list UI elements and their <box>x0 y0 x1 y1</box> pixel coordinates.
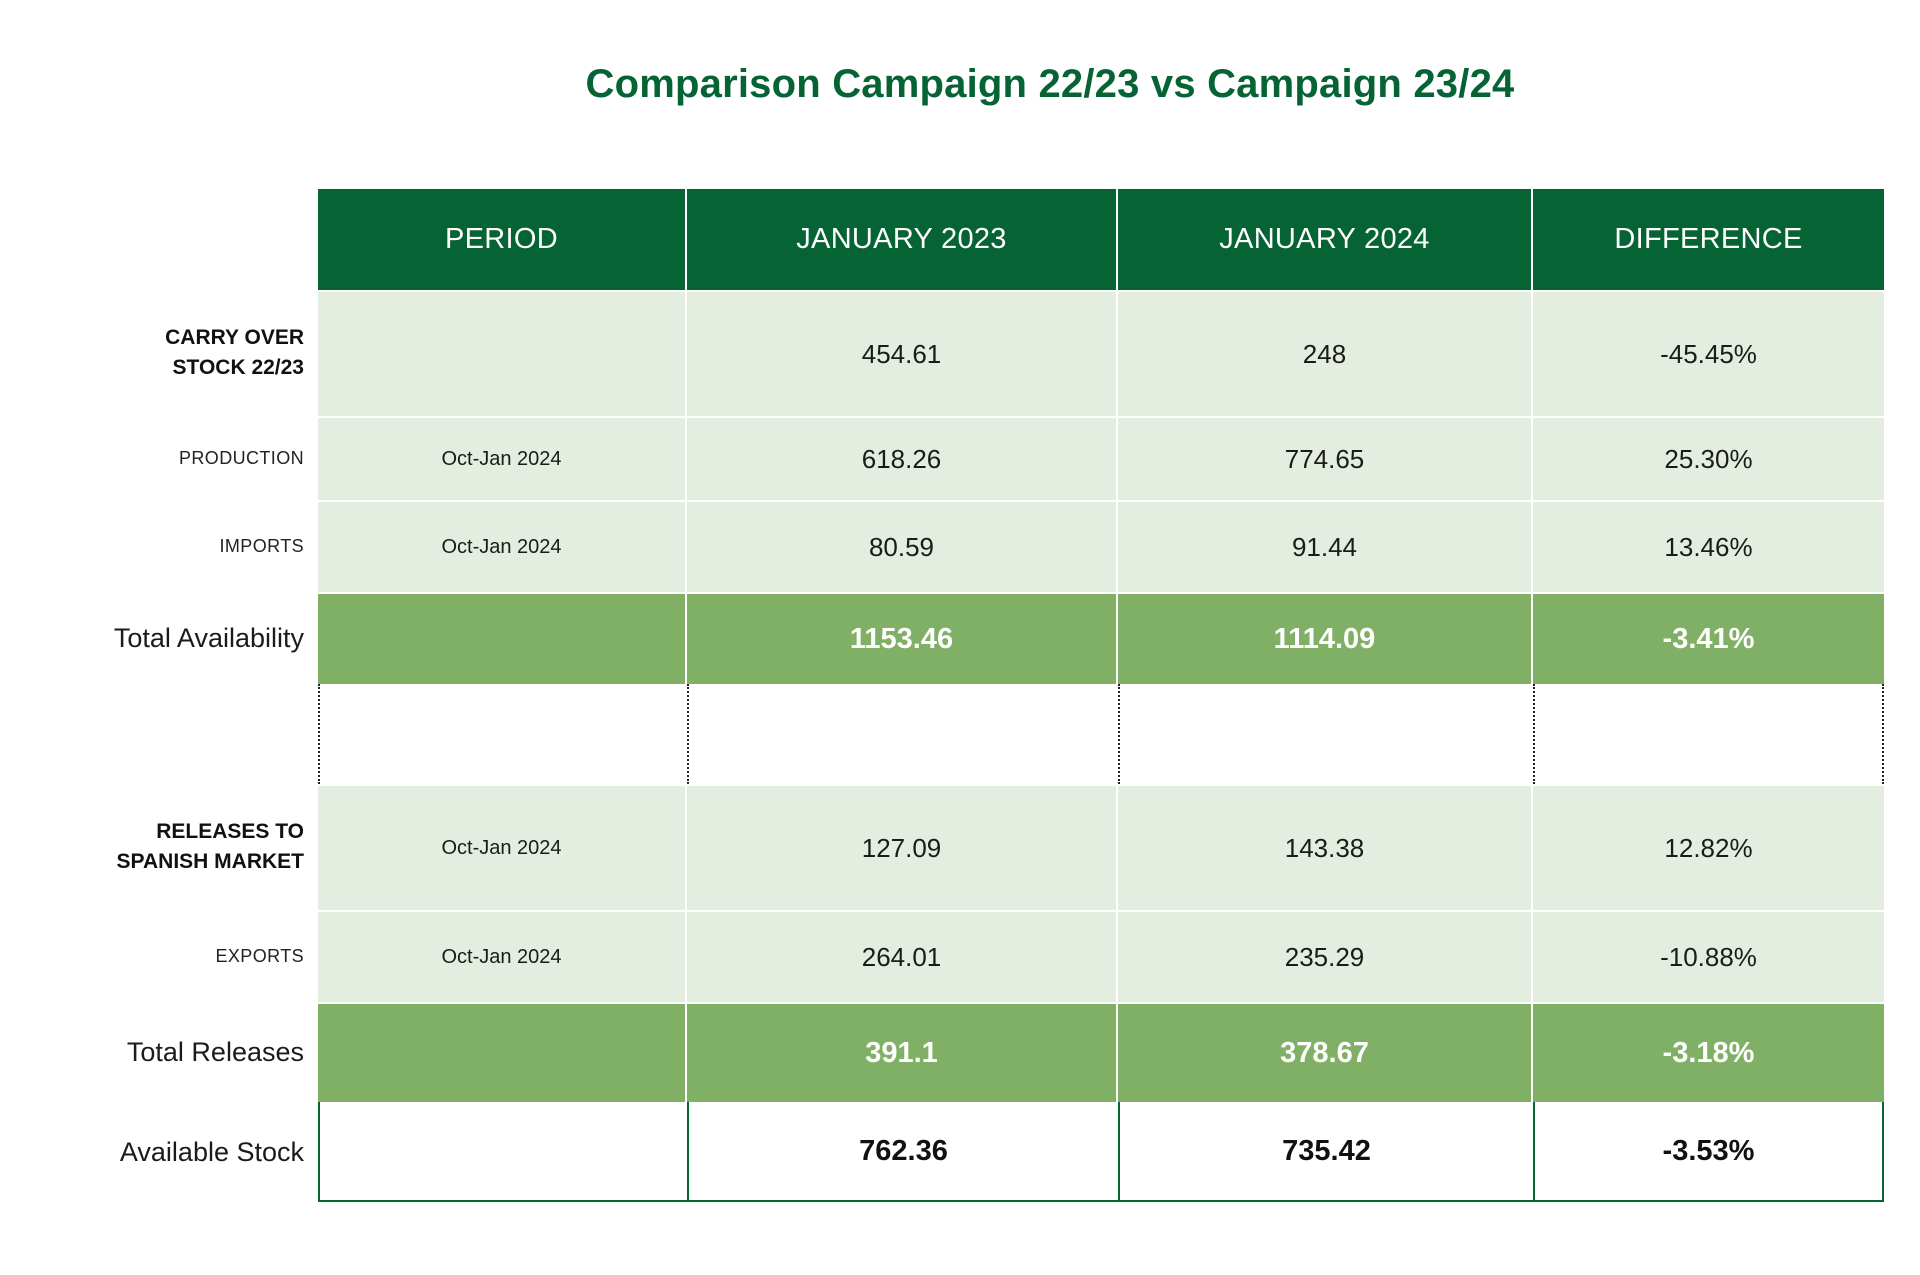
row-label-carry-over: CARRY OVER STOCK 22/23 <box>0 290 318 416</box>
cell-difference: -3.53% <box>1533 1102 1884 1202</box>
header-january-2023: JANUARY 2023 <box>687 189 1118 290</box>
cell-january-2024: 774.65 <box>1118 416 1533 500</box>
cell-period: Oct-Jan 2024 <box>318 500 687 592</box>
table-row-available-stock: Available Stock 762.36 735.42 -3.53% <box>120 1102 1884 1202</box>
row-label-exports: EXPORTS <box>215 945 304 966</box>
cell-january-2023: 80.59 <box>687 500 1118 592</box>
cell-january-2023: 1153.46 <box>687 592 1118 684</box>
cell-difference: 25.30% <box>1533 416 1884 500</box>
cell-january-2023: 762.36 <box>687 1102 1118 1202</box>
table-row-spacer <box>318 684 1884 784</box>
row-label-total-releases: Total Releases <box>126 1036 304 1067</box>
cell-period <box>318 1102 687 1202</box>
cell-difference: -3.41% <box>1533 592 1884 684</box>
row-label-text: RELEASES TO SPANISH MARKET <box>116 820 304 873</box>
table-header-row: PERIOD JANUARY 2023 JANUARY 2024 DIFFERE… <box>318 189 1884 290</box>
spacer-cell <box>1533 684 1884 784</box>
cell-period <box>318 592 687 684</box>
row-label-total-availability: Total Availability <box>113 622 304 653</box>
cell-difference: -10.88% <box>1533 910 1884 1002</box>
row-label-text: CARRY OVER STOCK 22/23 <box>165 326 304 379</box>
cell-january-2024: 248 <box>1118 290 1533 416</box>
table-row-exports: EXPORTS Oct-Jan 2024 264.01 235.29 -10.8… <box>216 910 1884 1002</box>
cell-january-2024: 735.42 <box>1118 1102 1533 1202</box>
cell-january-2023: 391.1 <box>687 1002 1118 1102</box>
row-label-imports: IMPORTS <box>219 535 304 556</box>
table-row-imports: IMPORTS Oct-Jan 2024 80.59 91.44 13.46% <box>220 500 1884 592</box>
cell-january-2023: 127.09 <box>687 784 1118 910</box>
cell-difference: 13.46% <box>1533 500 1884 592</box>
row-label-releases-spanish-market: RELEASES TO SPANISH MARKET <box>0 784 318 910</box>
spacer-cell <box>1118 684 1533 784</box>
table-row-production: PRODUCTION Oct-Jan 2024 618.26 774.65 25… <box>179 416 1884 500</box>
header-period: PERIOD <box>318 189 687 290</box>
cell-period <box>318 290 687 416</box>
cell-january-2024: 143.38 <box>1118 784 1533 910</box>
cell-january-2024: 235.29 <box>1118 910 1533 1002</box>
page-title: Comparison Campaign 22/23 vs Campaign 23… <box>585 62 1515 106</box>
comparison-table: PERIOD JANUARY 2023 JANUARY 2024 DIFFERE… <box>114 189 1884 1202</box>
cell-difference: -3.18% <box>1533 1002 1884 1102</box>
table-row-total-releases: Total Releases 391.1 378.67 -3.18% <box>127 1002 1884 1102</box>
spacer-cell <box>318 684 687 784</box>
cell-january-2023: 454.61 <box>687 290 1118 416</box>
cell-period: Oct-Jan 2024 <box>318 910 687 1002</box>
header-january-2024: JANUARY 2024 <box>1118 189 1533 290</box>
cell-january-2023: 264.01 <box>687 910 1118 1002</box>
table-row-releases-spanish-market: RELEASES TO SPANISH MARKET Oct-Jan 2024 … <box>117 784 1884 910</box>
cell-period <box>318 1002 687 1102</box>
cell-january-2024: 91.44 <box>1118 500 1533 592</box>
cell-january-2024: 378.67 <box>1118 1002 1533 1102</box>
cell-period: Oct-Jan 2024 <box>318 784 687 910</box>
table-row-carry-over: CARRY OVER STOCK 22/23 454.61 248 -45.45… <box>165 290 1884 416</box>
spacer-cell <box>687 684 1118 784</box>
row-label-production: PRODUCTION <box>179 447 304 468</box>
row-label-available-stock: Available Stock <box>119 1136 304 1167</box>
table-row-total-availability: Total Availability 1153.46 1114.09 -3.41… <box>114 592 1884 684</box>
header-difference: DIFFERENCE <box>1533 189 1884 290</box>
cell-period: Oct-Jan 2024 <box>318 416 687 500</box>
cell-difference: -45.45% <box>1533 290 1884 416</box>
cell-january-2024: 1114.09 <box>1118 592 1533 684</box>
cell-difference: 12.82% <box>1533 784 1884 910</box>
cell-january-2023: 618.26 <box>687 416 1118 500</box>
